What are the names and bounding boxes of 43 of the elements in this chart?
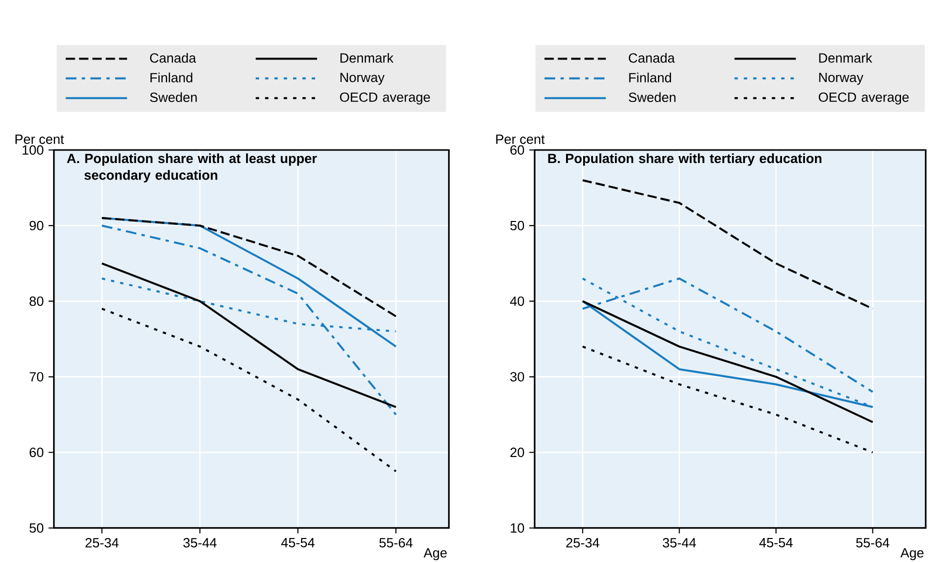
y-tick-label: 50 <box>510 220 524 230</box>
y-tick-label: 60 <box>30 448 44 458</box>
x-tick-label: 25-34 <box>86 538 119 548</box>
x-tick-label: 55-64 <box>856 538 890 548</box>
legend-label: Finland <box>150 72 192 82</box>
x-tick-label: 35-44 <box>183 538 217 548</box>
x-tick-label: 25-34 <box>566 538 600 548</box>
legend-label: OECD average <box>340 92 430 105</box>
line-series <box>100 308 397 472</box>
legend-label: Denmark <box>819 52 872 63</box>
y-tick-label: 50 <box>30 523 44 533</box>
line-series <box>100 262 397 408</box>
legend-label: OECD average <box>818 92 909 105</box>
x-axis-title: Age <box>900 548 924 560</box>
y-tick-label: 80 <box>30 296 44 306</box>
legend-label: Finland <box>629 72 672 82</box>
legend-label: Norway <box>819 72 864 85</box>
legend-label: Denmark <box>340 52 394 63</box>
line-series <box>582 346 874 454</box>
x-axis-title: Age <box>424 548 447 560</box>
line-series <box>100 217 397 318</box>
legend-label: Canada <box>150 52 196 63</box>
chart-title: B. Population share with tertiary education <box>548 153 822 166</box>
y-tick-label: 10 <box>510 523 524 533</box>
y-tick-label: 30 <box>510 372 524 382</box>
legend-label: Sweden <box>150 92 197 102</box>
x-tick-label: 35-44 <box>662 538 696 548</box>
legend-label: Norway <box>340 72 385 85</box>
y-tick-label: 70 <box>30 372 44 382</box>
y-tick-label: 90 <box>30 220 44 230</box>
x-tick-label: 55-64 <box>379 538 413 548</box>
y-tick-label: 100 <box>22 145 44 155</box>
line-series <box>100 224 397 416</box>
y-tick-label: 60 <box>510 145 524 155</box>
y-axis-title: Per cent <box>16 134 64 144</box>
y-axis-title: Per cent <box>496 134 545 144</box>
x-tick-label: 45-54 <box>759 538 793 548</box>
y-tick-label: 20 <box>510 448 524 458</box>
text: A. Population share with at least upper secondary education <box>66 153 317 182</box>
legend-label: Sweden <box>628 92 676 102</box>
x-tick-label: 45-54 <box>281 538 315 548</box>
legend-label: Canada <box>628 52 675 63</box>
y-tick-label: 40 <box>510 296 524 306</box>
